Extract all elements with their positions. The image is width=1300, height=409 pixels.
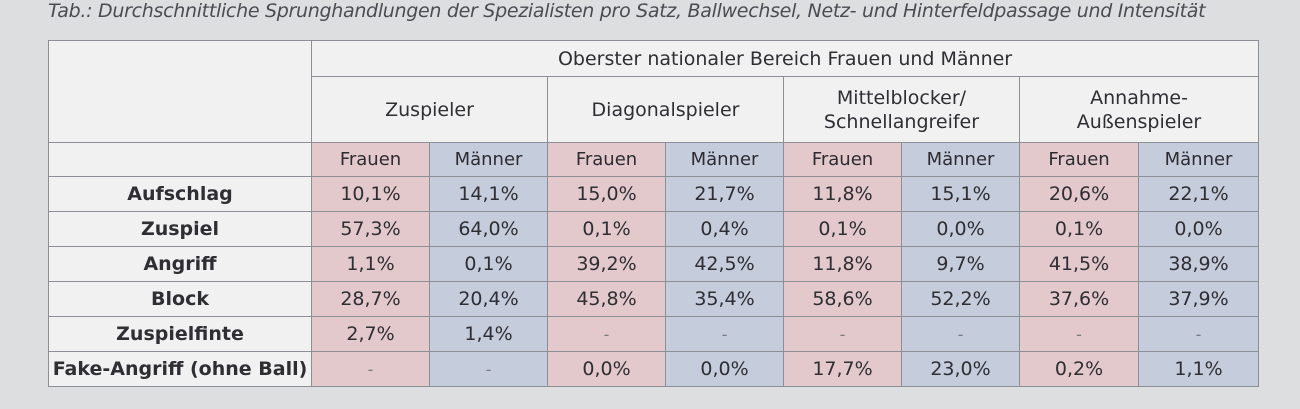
row-label: Fake-Angriff (ohne Ball) xyxy=(48,351,312,387)
value-cell: - xyxy=(783,316,902,352)
empty-label-cell xyxy=(48,142,312,177)
super-header: Oberster nationaler Bereich Frauen und M… xyxy=(310,40,1260,77)
group-header-zuspieler: Zuspieler xyxy=(311,76,548,143)
value-cell: 64,0% xyxy=(429,211,548,247)
value-cell: 28,7% xyxy=(311,281,430,317)
value-cell: 9,7% xyxy=(901,246,1020,282)
row-label: Zuspiel xyxy=(48,211,312,247)
gender-header: Männer xyxy=(429,142,548,177)
gender-header: Frauen xyxy=(547,142,666,177)
value-cell: - xyxy=(665,316,784,352)
table-row: Angriff 1,1% 0,1% 39,2% 42,5% 11,8% 9,7% 41,5% 3… xyxy=(48,246,1260,282)
row-label: Block xyxy=(48,281,312,317)
value-cell: 15,1% xyxy=(901,176,1020,212)
value-cell: - xyxy=(1137,316,1260,352)
value-cell: 0,4% xyxy=(665,211,784,247)
value-cell: 0,1% xyxy=(429,246,548,282)
value-cell: 14,1% xyxy=(429,176,548,212)
value-cell: 35,4% xyxy=(665,281,784,317)
gender-header: Männer xyxy=(901,142,1020,177)
value-cell: - xyxy=(1019,316,1139,352)
value-cell: 45,8% xyxy=(547,281,666,317)
value-cell: 0,1% xyxy=(1019,211,1139,247)
data-table: Oberster nationaler Bereich Frauen und M… xyxy=(48,40,1260,387)
value-cell: 0,0% xyxy=(547,351,666,387)
value-cell: 0,2% xyxy=(1019,351,1139,387)
value-cell: 1,4% xyxy=(429,316,548,352)
value-cell: 15,0% xyxy=(547,176,666,212)
table-caption: Tab.: Durchschnittliche Sprunghandlungen… xyxy=(48,0,1206,22)
group-header-line: Außenspieler xyxy=(1076,110,1202,133)
value-cell: - xyxy=(429,351,548,387)
value-cell: 0,1% xyxy=(783,211,902,247)
value-cell: 0,0% xyxy=(665,351,784,387)
gender-header: Frauen xyxy=(1019,142,1139,177)
row-label: Angriff xyxy=(48,246,312,282)
group-header-line: Annahme- xyxy=(1090,86,1188,109)
value-cell: 11,8% xyxy=(783,246,902,282)
table-row: Zuspielfinte 2,7% 1,4% - - - - - - xyxy=(48,316,1260,352)
value-cell: 39,2% xyxy=(547,246,666,282)
table-row: Aufschlag 10,1% 14,1% 15,0% 21,7% 11,8% 15,1% 2… xyxy=(48,176,1260,212)
gender-header: Männer xyxy=(665,142,784,177)
value-cell: 57,3% xyxy=(311,211,430,247)
group-header-line: Schnellangreifer xyxy=(823,110,980,133)
gender-header: Frauen xyxy=(783,142,902,177)
value-cell: 20,6% xyxy=(1019,176,1139,212)
value-cell: 11,8% xyxy=(783,176,902,212)
group-header-diagonal: Diagonalspieler xyxy=(547,76,784,143)
value-cell: 17,7% xyxy=(783,351,902,387)
group-header-mittelblocker: Mittelblocker/Schnellangreifer xyxy=(783,76,1020,143)
table-row: Fake-Angriff (ohne Ball) - -0,0% 0,0% 17,7% 2… xyxy=(48,351,1260,387)
value-cell: 41,5% xyxy=(1019,246,1139,282)
value-cell: 22,1% xyxy=(1137,176,1260,212)
value-cell: 37,9% xyxy=(1137,281,1260,317)
value-cell: 0,0% xyxy=(1137,211,1260,247)
value-cell: 2,7% xyxy=(311,316,430,352)
value-cell: 20,4% xyxy=(429,281,548,317)
gender-header: Männer xyxy=(1137,142,1260,177)
row-label: Zuspielfinte xyxy=(48,316,312,352)
value-cell: 1,1% xyxy=(1137,351,1260,387)
value-cell: - xyxy=(311,351,430,387)
value-cell: 0,1% xyxy=(547,211,666,247)
value-cell: 23,0% xyxy=(901,351,1020,387)
table-row: Zuspiel 57,3% 64,0% 0,1% 0,4% 0,1% 0,0% 0,1% 0,0… xyxy=(48,211,1260,247)
gender-header: Frauen xyxy=(311,142,430,177)
group-header-annahme: Annahme- Außenspieler xyxy=(1018,76,1260,143)
value-cell: 58,6% xyxy=(783,281,902,317)
value-cell: 0,0% xyxy=(901,211,1020,247)
value-cell: - xyxy=(901,316,1020,352)
row-label: Aufschlag xyxy=(48,176,312,212)
value-cell: 21,7% xyxy=(665,176,784,212)
corner-cell xyxy=(48,40,312,143)
table-row: Block 28,7% 20,4% 45,8% 35,4% 58,6% 52,2% 37,6%… xyxy=(48,281,1260,317)
value-cell: 10,1% xyxy=(311,176,430,212)
value-cell: 1,1% xyxy=(311,246,430,282)
value-cell: 42,5% xyxy=(665,246,784,282)
group-header-line: Mittelblocker/ xyxy=(836,86,967,109)
value-cell: 37,6% xyxy=(1019,281,1139,317)
value-cell: 52,2% xyxy=(901,281,1020,317)
value-cell: - xyxy=(547,316,666,352)
value-cell: 38,9% xyxy=(1137,246,1260,282)
